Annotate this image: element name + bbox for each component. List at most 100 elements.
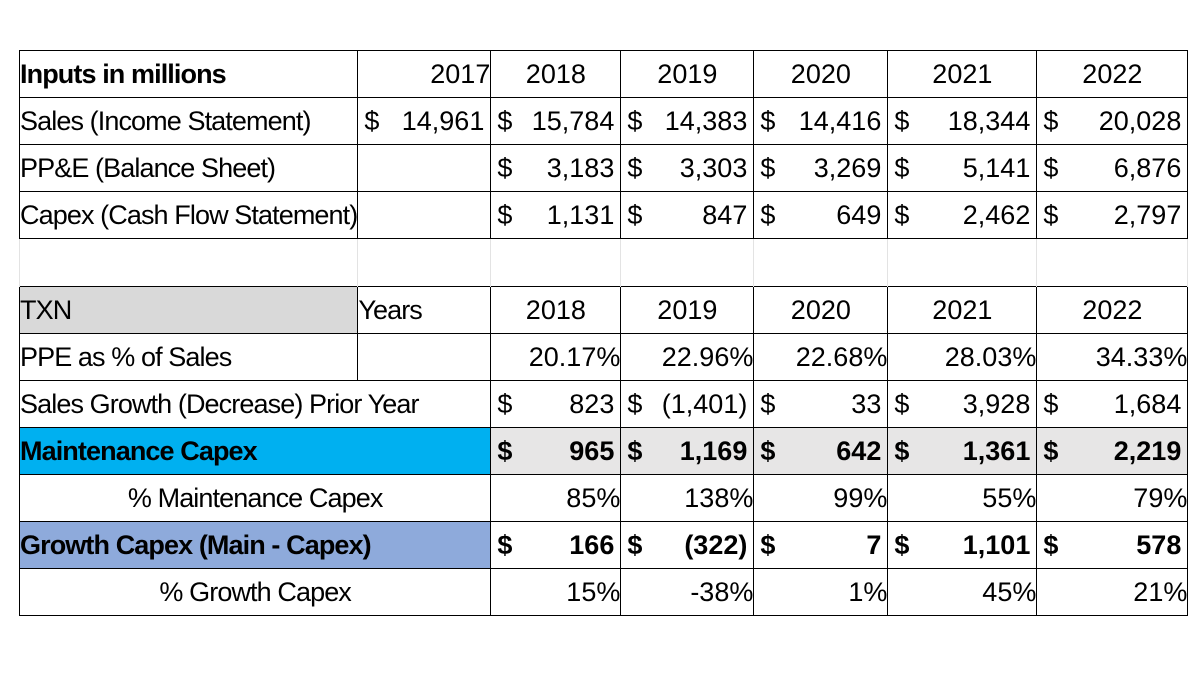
empty-cell xyxy=(357,333,492,381)
year-header: 2021 xyxy=(887,50,1038,98)
row-label: Sales (Income Statement) xyxy=(18,97,359,145)
money-cell: $2,797 xyxy=(1036,191,1189,239)
cell-value: 14,416 xyxy=(798,105,882,136)
ppe-row: PP&E (Balance Sheet) $3,183 $3,303 $3,26… xyxy=(18,144,1189,192)
ticker-label: TXN xyxy=(18,286,359,334)
currency-symbol: $ xyxy=(894,388,910,419)
pct-cell: 55% xyxy=(887,474,1038,522)
pct-cell: 28.03% xyxy=(887,333,1038,381)
inputs-header-row: Inputs in millions 2017 2018 2019 2020 2… xyxy=(18,50,1189,98)
spacer-cell xyxy=(620,238,755,287)
money-cell: $14,416 xyxy=(753,97,889,145)
sales-row: Sales (Income Statement) $14,961 $15,784… xyxy=(18,97,1189,145)
money-cell: $1,131 xyxy=(490,191,622,239)
growth-capex-row: Growth Capex (Main - Capex) $166 $ (322) … xyxy=(18,521,1189,569)
money-cell: $823 xyxy=(490,380,622,428)
currency-symbol: $ xyxy=(497,388,513,419)
cell-value: 5,141 xyxy=(962,152,1031,183)
cell-value: 7 xyxy=(866,529,882,560)
row-label: % Maintenance Capex xyxy=(18,474,492,522)
cell-value: 33 xyxy=(851,388,882,419)
cell-value: 15,784 xyxy=(531,105,615,136)
year-header: 2019 xyxy=(620,286,755,334)
currency-symbol: $ xyxy=(894,529,910,560)
capex-row: Capex (Cash Flow Statement) $1,131 $847 … xyxy=(18,191,1189,239)
maintenance-capex-label: Maintenance Capex xyxy=(18,427,492,475)
ppe-pct-row: PPE as % of Sales 20.17% 22.96% 22.68% 2… xyxy=(18,333,1189,381)
capex-spreadsheet: Inputs in millions 2017 2018 2019 2020 2… xyxy=(18,50,1189,616)
year-header: 2022 xyxy=(1036,50,1189,98)
currency-symbol: $ xyxy=(760,199,776,230)
currency-symbol: $ xyxy=(1043,199,1059,230)
empty-cell xyxy=(357,191,492,239)
currency-symbol: $ xyxy=(627,435,643,466)
cell-value: 1,361 xyxy=(962,435,1031,466)
money-cell: $20,028 xyxy=(1036,97,1189,145)
money-cell: $3,303 xyxy=(620,144,755,192)
currency-symbol: $ xyxy=(627,529,643,560)
currency-symbol: $ xyxy=(760,105,776,136)
currency-symbol: $ xyxy=(760,435,776,466)
money-cell: $14,961 xyxy=(357,97,492,145)
currency-symbol: $ xyxy=(894,105,910,136)
growth-pct-row: % Growth Capex 15% -38% 1% 45% 21% xyxy=(18,568,1189,616)
money-cell: $15,784 xyxy=(490,97,622,145)
inputs-title: Inputs in millions xyxy=(18,50,359,98)
currency-symbol: $ xyxy=(627,199,643,230)
money-cell: $3,928 xyxy=(887,380,1038,428)
currency-symbol: $ xyxy=(497,152,513,183)
money-cell: $649 xyxy=(753,191,889,239)
pct-cell: 138% xyxy=(620,474,755,522)
cell-value: (322) xyxy=(684,529,748,560)
money-cell: $3,269 xyxy=(753,144,889,192)
currency-symbol: $ xyxy=(364,105,380,136)
currency-symbol: $ xyxy=(497,435,513,466)
money-cell: $ (322) xyxy=(620,521,755,569)
currency-symbol: $ xyxy=(627,388,643,419)
cell-value: 3,183 xyxy=(546,152,615,183)
cell-value: 166 xyxy=(569,529,615,560)
maintenance-pct-row: % Maintenance Capex 85% 138% 99% 55% 79% xyxy=(18,474,1189,522)
money-cell: $3,183 xyxy=(490,144,622,192)
year-header: 2018 xyxy=(490,286,622,334)
currency-symbol: $ xyxy=(627,152,643,183)
money-cell: $ (1,401) xyxy=(620,380,755,428)
money-cell: $2,219 xyxy=(1036,427,1189,475)
money-cell: $7 xyxy=(753,521,889,569)
money-cell: $18,344 xyxy=(887,97,1038,145)
cell-value: 2,797 xyxy=(1113,199,1182,230)
cell-value: 1,101 xyxy=(962,529,1031,560)
spacer-cell xyxy=(887,238,1038,287)
money-cell: $33 xyxy=(753,380,889,428)
cell-value: 14,383 xyxy=(664,105,748,136)
cell-value: 847 xyxy=(702,199,748,230)
spacer-cell xyxy=(753,238,889,287)
cell-value: 6,876 xyxy=(1113,152,1182,183)
year-header: 2021 xyxy=(887,286,1038,334)
year-header: 2020 xyxy=(753,50,889,98)
spacer-cell xyxy=(1036,238,1189,287)
sales-growth-row: Sales Growth (Decrease) Prior Year $823 … xyxy=(18,380,1189,428)
cell-value: 3,269 xyxy=(813,152,882,183)
money-cell: $1,101 xyxy=(887,521,1038,569)
money-cell: $1,684 xyxy=(1036,380,1189,428)
currency-symbol: $ xyxy=(627,105,643,136)
pct-cell: -38% xyxy=(620,568,755,616)
currency-symbol: $ xyxy=(1043,388,1059,419)
cell-value: 578 xyxy=(1136,529,1182,560)
pct-cell: 22.96% xyxy=(620,333,755,381)
cell-value: 3,928 xyxy=(962,388,1031,419)
cell-value: 1,131 xyxy=(546,199,615,230)
year-header: 2018 xyxy=(490,50,622,98)
row-label: PP&E (Balance Sheet) xyxy=(18,144,359,192)
year-header: 2020 xyxy=(753,286,889,334)
cell-value: 18,344 xyxy=(947,105,1031,136)
cell-value: 2,219 xyxy=(1113,435,1182,466)
growth-capex-label: Growth Capex (Main - Capex) xyxy=(18,521,492,569)
currency-symbol: $ xyxy=(894,435,910,466)
pct-cell: 15% xyxy=(490,568,622,616)
pct-cell: 22.68% xyxy=(753,333,889,381)
money-cell: $14,383 xyxy=(620,97,755,145)
spacer-row xyxy=(18,238,1189,287)
pct-cell: 20.17% xyxy=(490,333,622,381)
